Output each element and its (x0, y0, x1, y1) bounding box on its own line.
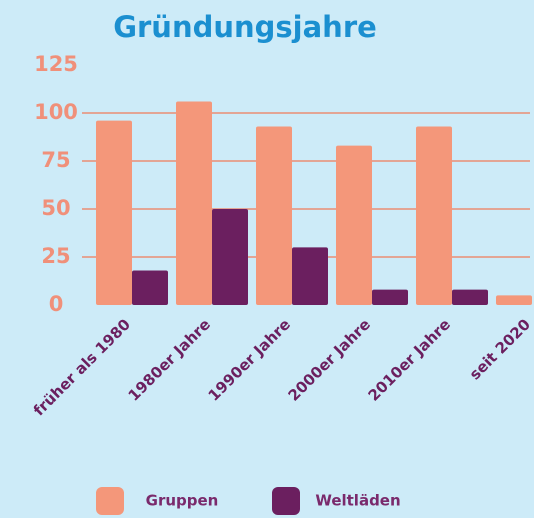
bar (176, 101, 212, 305)
y-tick-label: 100 (34, 100, 78, 124)
y-tick-label: 25 (41, 244, 70, 268)
legend-swatch (96, 487, 124, 515)
bar (416, 126, 452, 305)
bar (96, 120, 132, 306)
bar (256, 126, 292, 305)
bar (452, 289, 488, 305)
y-tick-label: 125 (34, 52, 78, 76)
bar (372, 289, 408, 305)
bar (336, 145, 372, 305)
y-tick-label: 75 (41, 148, 70, 172)
bar (292, 247, 328, 305)
bar (212, 209, 248, 305)
legend-label: Weltläden (315, 492, 400, 510)
legend-swatch (272, 487, 300, 515)
legend-label: Gruppen (146, 492, 219, 510)
bar (496, 295, 532, 305)
y-tick-label: 50 (41, 196, 70, 220)
y-tick-label: 0 (49, 292, 64, 316)
bar (132, 270, 168, 305)
chart-title: Gründungsjahre (113, 10, 377, 44)
